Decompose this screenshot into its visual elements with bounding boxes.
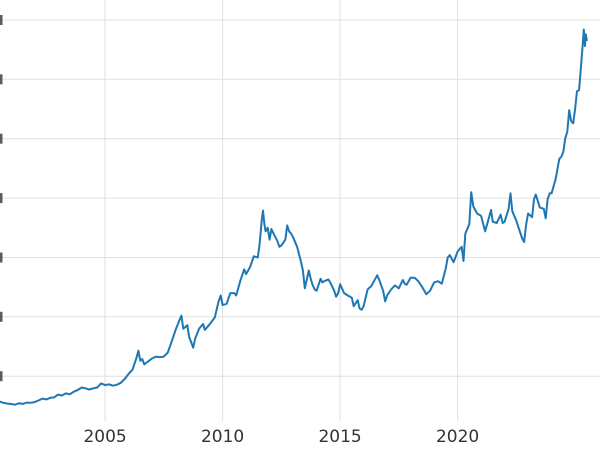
y-tick-label-remnant <box>0 74 3 85</box>
y-tick-label-remnant <box>0 311 3 322</box>
y-tick-label-remnant <box>0 193 3 204</box>
x-tick-label: 2020 <box>436 427 479 447</box>
y-tick-label-remnant <box>0 371 3 382</box>
x-tick-label: 2010 <box>201 427 244 447</box>
x-tick-label: 2015 <box>318 427 361 447</box>
x-tick-label: 2005 <box>83 427 126 447</box>
y-tick-label-remnant <box>0 133 3 144</box>
y-tick-label-remnant <box>0 252 3 263</box>
y-tick-label-remnant <box>0 15 3 25</box>
price-line <box>0 28 588 406</box>
